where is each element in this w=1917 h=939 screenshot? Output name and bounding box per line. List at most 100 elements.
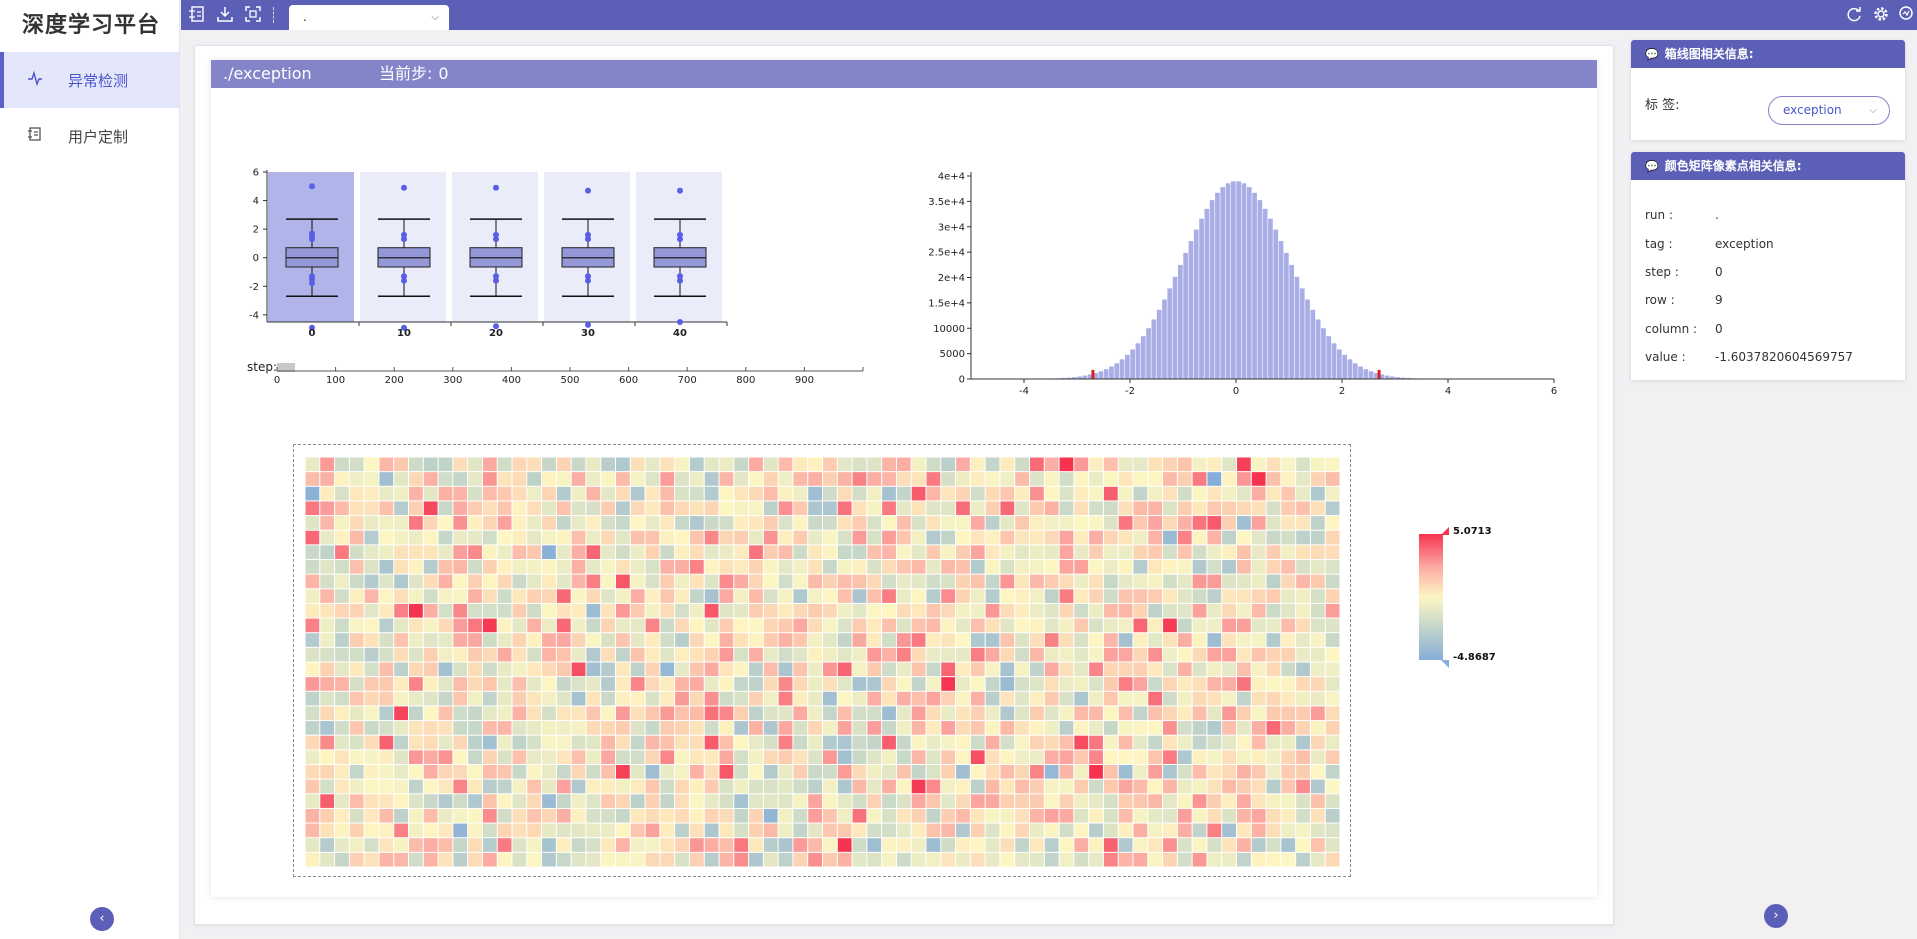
heatmap-cell bbox=[1044, 647, 1059, 662]
heatmap-cell bbox=[1296, 618, 1310, 633]
legend-max-handle[interactable] bbox=[1441, 527, 1449, 535]
heatmap-cell bbox=[586, 618, 601, 633]
heatmap-cell bbox=[867, 721, 882, 735]
heatmap-cell bbox=[409, 735, 423, 750]
import-icon[interactable] bbox=[187, 5, 207, 25]
heatmap-cell bbox=[778, 765, 793, 779]
heatmap-cell bbox=[1015, 603, 1029, 618]
heatmap-cell bbox=[556, 603, 571, 618]
histogram-bar bbox=[1315, 319, 1321, 379]
heatmap-cell bbox=[1251, 691, 1266, 706]
heatmap-cell bbox=[1133, 662, 1148, 677]
gear-icon[interactable] bbox=[1871, 5, 1891, 25]
heatmap-cell bbox=[1059, 691, 1074, 706]
heatmap-cell bbox=[778, 560, 793, 574]
heatmap-cell bbox=[1325, 545, 1340, 559]
collapse-sidebar-button[interactable]: ‹ bbox=[90, 907, 114, 931]
heatmap-cell bbox=[985, 808, 1000, 823]
histogram-bar bbox=[1188, 241, 1194, 379]
heatmap-cell bbox=[749, 516, 763, 530]
heatmap-cell bbox=[867, 779, 882, 794]
tag-select[interactable]: exception ⌵ bbox=[1768, 96, 1890, 125]
fullscreen-icon[interactable] bbox=[243, 5, 263, 25]
monitor-icon[interactable] bbox=[1897, 5, 1917, 25]
heatmap-cell bbox=[675, 721, 689, 735]
heatmap-cell bbox=[601, 618, 615, 633]
heatmap-cell bbox=[852, 486, 867, 501]
heatmap-cell bbox=[911, 779, 926, 794]
run-name: ./exception bbox=[223, 64, 312, 83]
heatmap-cell bbox=[911, 545, 926, 559]
heatmap-cell bbox=[837, 808, 852, 823]
heatmap-cell bbox=[734, 560, 749, 574]
heatmap-cell bbox=[1281, 808, 1296, 823]
heatmap-cell bbox=[985, 501, 1000, 516]
refresh-icon[interactable] bbox=[1844, 5, 1864, 25]
sidebar-item-user-custom[interactable]: 用户定制 bbox=[0, 108, 179, 164]
heatmap-cell bbox=[1000, 618, 1015, 633]
heatmap-cell bbox=[645, 560, 660, 574]
heatmap-cell bbox=[1325, 574, 1340, 589]
heatmap-cell bbox=[1177, 808, 1192, 823]
heatmap-cell bbox=[616, 735, 630, 750]
heatmap-cell bbox=[305, 750, 320, 764]
color-legend-bar[interactable] bbox=[1419, 534, 1443, 660]
heatmap-cell bbox=[896, 677, 911, 691]
heatmap-cell bbox=[956, 823, 970, 838]
heatmap-cell bbox=[335, 852, 349, 867]
histogram-bar bbox=[1135, 343, 1141, 379]
heatmap-cell bbox=[1030, 706, 1044, 721]
heatmap-cell bbox=[941, 779, 956, 794]
heatmap-cell bbox=[394, 852, 408, 867]
heatmap-cell bbox=[1207, 545, 1222, 559]
heatmap-cell bbox=[453, 516, 468, 530]
heatmap-cell bbox=[823, 530, 837, 545]
heatmap-cell bbox=[985, 794, 1000, 808]
heatmap-cell bbox=[1074, 677, 1089, 691]
heatmap-cell bbox=[364, 530, 379, 545]
heatmap-cell bbox=[1222, 560, 1236, 574]
histogram-y-tick-label: 0 bbox=[959, 375, 965, 386]
heatmap-cell bbox=[1207, 852, 1222, 867]
heatmap-cell bbox=[837, 765, 852, 779]
tab-run-selector[interactable]: . ⌵ bbox=[289, 5, 449, 30]
heatmap-cell bbox=[586, 633, 601, 647]
heatmap-cell bbox=[970, 808, 985, 823]
heatmap-cell bbox=[645, 457, 660, 472]
heatmap-cell bbox=[660, 633, 675, 647]
heatmap-cell bbox=[349, 530, 364, 545]
heatmap-cell bbox=[571, 838, 586, 852]
heatmap-cell bbox=[1207, 647, 1222, 662]
heatmap-cell bbox=[793, 516, 808, 530]
heatmap-cell bbox=[1296, 765, 1310, 779]
heatmap-cell bbox=[1044, 750, 1059, 764]
heatmap-cell bbox=[601, 530, 615, 545]
heatmap-cell bbox=[911, 530, 926, 545]
heatmap-cell bbox=[1325, 603, 1340, 618]
heatmap-cell bbox=[852, 545, 867, 559]
heatmap-cell bbox=[438, 794, 453, 808]
sidebar-item-anomaly-detection[interactable]: 异常检测 bbox=[0, 52, 179, 108]
heatmap-cell bbox=[1118, 794, 1133, 808]
histogram-chart: 4e+43.5e+43e+42.5e+42e+41.5e+41000050000… bbox=[928, 172, 1557, 398]
expand-panel-button[interactable]: › bbox=[1764, 904, 1788, 928]
heatmap-cell bbox=[867, 589, 882, 603]
heatmap-grid[interactable] bbox=[305, 457, 1340, 867]
heatmap-cell bbox=[926, 735, 941, 750]
heatmap-cell bbox=[335, 735, 349, 750]
heatmap-cell bbox=[689, 574, 704, 589]
heatmap-cell bbox=[645, 574, 660, 589]
legend-min-handle[interactable] bbox=[1441, 660, 1449, 668]
boxplot-y-tick-label: -2 bbox=[249, 282, 259, 293]
heatmap-cell bbox=[409, 633, 423, 647]
heatmap-cell bbox=[497, 633, 512, 647]
heatmap-cell bbox=[823, 750, 837, 764]
heatmap-cell bbox=[675, 472, 689, 486]
heatmap-cell bbox=[1310, 516, 1325, 530]
heatmap-cell bbox=[1325, 647, 1340, 662]
heatmap-cell bbox=[1103, 823, 1118, 838]
histogram-bar bbox=[1262, 208, 1268, 379]
heatmap-cell bbox=[305, 545, 320, 559]
download-icon[interactable] bbox=[215, 5, 235, 25]
heatmap-cell bbox=[423, 706, 438, 721]
